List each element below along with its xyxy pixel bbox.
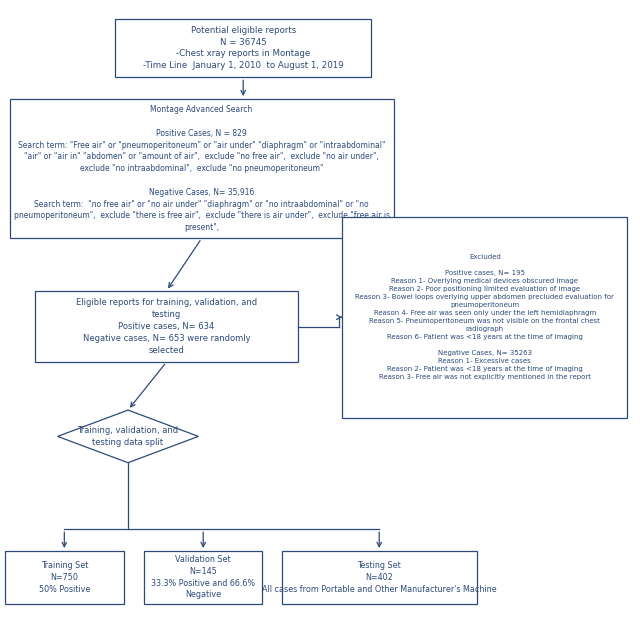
Polygon shape	[58, 410, 198, 462]
Text: Potential eligible reports
N = 36745
-Chest xray reports in Montage
-Time Line  : Potential eligible reports N = 36745 -Ch…	[143, 26, 344, 70]
Text: Montage Advanced Search

Positive Cases, N = 829
Search term: "Free air" or "pne: Montage Advanced Search Positive Cases, …	[13, 105, 390, 232]
FancyBboxPatch shape	[144, 551, 262, 604]
FancyBboxPatch shape	[10, 99, 394, 238]
FancyBboxPatch shape	[342, 217, 627, 418]
Text: Training Set
N=750
50% Positive: Training Set N=750 50% Positive	[38, 561, 90, 594]
Text: Training, validation, and
testing data split: Training, validation, and testing data s…	[77, 426, 179, 447]
FancyBboxPatch shape	[35, 291, 298, 362]
Text: Testing Set
N=402
All cases from Portable and Other Manufacturer's Machine: Testing Set N=402 All cases from Portabl…	[262, 561, 497, 594]
Text: Eligible reports for training, validation, and
testing
Positive cases, N= 634
Ne: Eligible reports for training, validatio…	[76, 298, 257, 355]
Text: Validation Set
N=145
33.3% Positive and 66.6%
Negative: Validation Set N=145 33.3% Positive and …	[151, 555, 255, 599]
Text: Excluded

Positive cases, N= 195
Reason 1- Overlying medical devices obscured im: Excluded Positive cases, N= 195 Reason 1…	[355, 254, 614, 380]
FancyBboxPatch shape	[5, 551, 124, 604]
FancyBboxPatch shape	[115, 19, 371, 77]
FancyBboxPatch shape	[282, 551, 477, 604]
